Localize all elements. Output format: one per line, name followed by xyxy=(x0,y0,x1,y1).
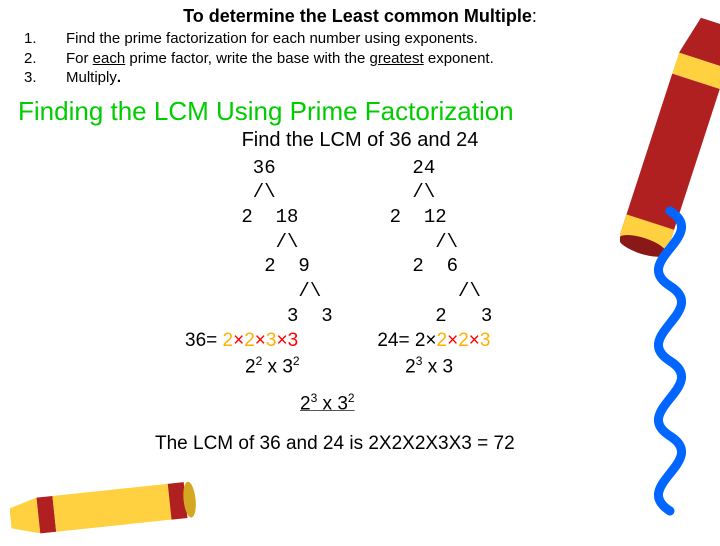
header-title-bold: To determine the Least common Multiple xyxy=(183,6,532,26)
step-num-3: 3. xyxy=(18,68,66,88)
step2-u2: greatest xyxy=(369,50,423,67)
crayon-yellow-icon xyxy=(10,478,210,538)
eq36-a: 2 xyxy=(223,330,234,351)
tree-l7: 3 3 2 3 xyxy=(230,305,492,327)
eq36-b: 2 xyxy=(244,330,255,351)
eq24-a: 2 xyxy=(437,330,448,351)
step2-pre: For xyxy=(66,50,93,67)
step3-word: Multiply xyxy=(66,69,117,86)
comb-mid: x 3 xyxy=(317,393,348,414)
eq24-x2: × xyxy=(469,330,480,351)
tree-l6: /\ /\ xyxy=(230,280,481,302)
pow36-mid: x 3 xyxy=(262,357,293,378)
answer-line: The LCM of 36 and 24 is 2X2X2X3X3 = 72 xyxy=(155,433,720,455)
step-num-2: 2. xyxy=(18,49,66,69)
tree-l4: /\ /\ xyxy=(230,231,458,253)
eq24-x1: × xyxy=(447,330,458,351)
eq36-x3: ×3 xyxy=(276,330,298,351)
step-num-1: 1. xyxy=(18,29,66,49)
step-2: 2. For each prime factor, write the base… xyxy=(18,49,720,69)
tree-l1: 36 24 xyxy=(230,157,435,179)
pow36-b1: 2 xyxy=(245,357,256,378)
step2-post: exponent. xyxy=(424,50,494,67)
header-title-colon: : xyxy=(532,6,537,26)
step-3: 3. Multiply. xyxy=(18,68,720,88)
tree-l5: 2 9 2 6 xyxy=(230,255,458,277)
step3-dot: . xyxy=(117,69,121,86)
comb-e2: 2 xyxy=(348,391,355,405)
step2-mid: prime factor, write the base with the xyxy=(125,50,369,67)
steps-list: 1. Find the prime factorization for each… xyxy=(18,29,720,88)
squiggle-icon xyxy=(640,206,700,526)
pow36-e2: 2 xyxy=(293,354,300,368)
pow24-mid: x 3 xyxy=(422,357,453,378)
eq24-c: 3 xyxy=(480,330,491,351)
eq36-c: 3 xyxy=(266,330,277,351)
find-subtitle: Find the LCM of 36 and 24 xyxy=(0,129,720,152)
tree-l3: 2 18 2 12 xyxy=(230,206,447,228)
header-title: To determine the Least common Multiple: xyxy=(0,6,720,27)
step-1: 1. Find the prime factorization for each… xyxy=(18,29,720,49)
eq36-x2: × xyxy=(255,330,266,351)
eq36-x1: × xyxy=(233,330,244,351)
eq-spacer xyxy=(298,330,377,351)
pow-spacer xyxy=(300,357,406,378)
main-title: Finding the LCM Using Prime Factorizatio… xyxy=(18,96,720,127)
eq24-b: 2 xyxy=(458,330,469,351)
step2-u1: each xyxy=(93,50,126,67)
tree-l2: /\ /\ xyxy=(230,181,435,203)
pow24-b1: 2 xyxy=(405,357,416,378)
eq36-pre: 36= xyxy=(185,330,223,351)
comb-b1: 2 xyxy=(300,393,311,414)
eq24-pre: 24= 2× xyxy=(377,330,436,351)
